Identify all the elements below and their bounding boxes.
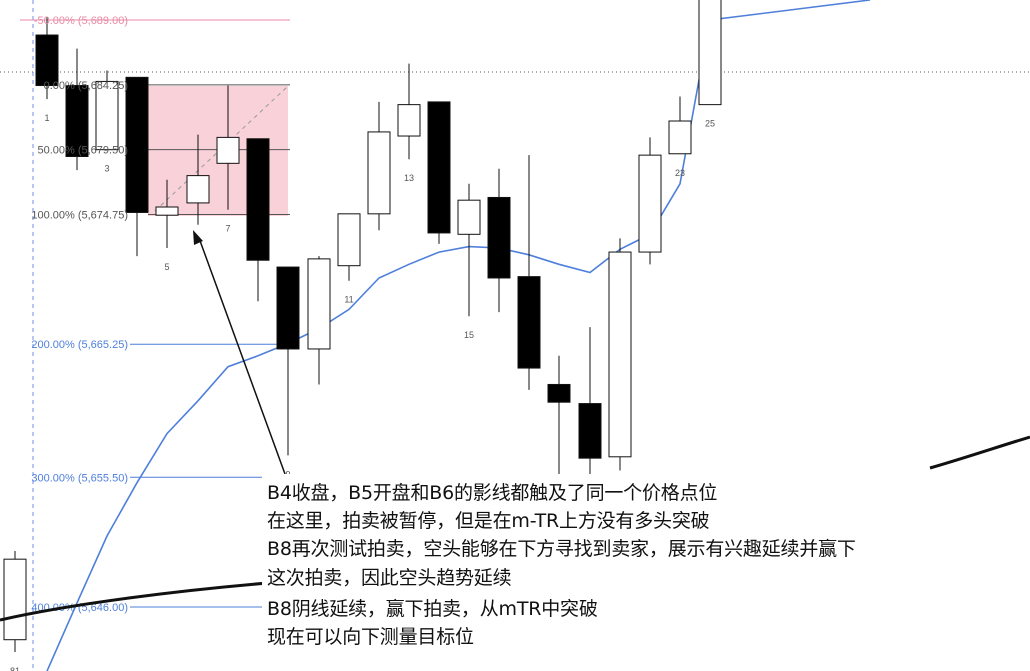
candle-23: 23 bbox=[668, 96, 692, 178]
bull-candle-body bbox=[307, 258, 331, 350]
bar-number-label: 5 bbox=[164, 262, 169, 272]
bull-candle-body bbox=[638, 154, 662, 253]
candle-1: 81 bbox=[3, 550, 27, 671]
bar-number-label: 15 bbox=[464, 330, 474, 340]
bull-candle-body bbox=[216, 136, 240, 164]
annotation-line-3: B8再次测试拍卖，空头能够在下方寻找到卖家，展示有兴趣延续并赢下 bbox=[267, 538, 856, 560]
candle-15 bbox=[427, 101, 451, 244]
bull-candle-body bbox=[367, 131, 391, 215]
bar-number-label: 81 bbox=[10, 666, 20, 671]
annotation-arrowhead bbox=[193, 230, 203, 245]
bar-number-label: 13 bbox=[404, 173, 414, 183]
bull-candle-body bbox=[698, 0, 722, 106]
candle-3 bbox=[65, 48, 89, 171]
candle-2: 1 bbox=[35, 17, 59, 123]
bear-candle-body bbox=[547, 383, 571, 403]
candle-24: 25 bbox=[698, 0, 722, 129]
bull-candle-body bbox=[3, 558, 27, 641]
bull-candle-body bbox=[668, 120, 692, 155]
annotation-arrow-line bbox=[198, 237, 286, 475]
bull-candle-body bbox=[608, 251, 632, 458]
bull-candle-body bbox=[337, 213, 361, 267]
annotation-box bbox=[262, 474, 1030, 671]
candle-16: 15 bbox=[457, 183, 481, 340]
candle-10: 9 bbox=[276, 266, 300, 479]
fib-level-label: 50.00% (5,679.50) bbox=[37, 145, 128, 157]
bear-candle-body bbox=[246, 138, 270, 261]
bear-candle-body bbox=[35, 34, 59, 87]
bear-candle-body bbox=[125, 76, 149, 213]
bar-number-label: 7 bbox=[225, 224, 230, 234]
annotation-line-5: B8阴线延续，赢下拍卖，从mTR中突破 bbox=[267, 598, 598, 620]
candle-11 bbox=[307, 256, 331, 385]
candle-13 bbox=[367, 101, 391, 231]
candle-7 bbox=[186, 134, 210, 225]
bear-candle-body bbox=[65, 85, 89, 157]
bull-candle-body bbox=[186, 175, 210, 204]
annotation-line-6: 现在可以向下测量目标位 bbox=[267, 626, 474, 648]
candle-22 bbox=[638, 137, 662, 265]
candle-4: 3 bbox=[95, 70, 119, 174]
bear-candle-body bbox=[487, 196, 511, 279]
fib-level-label: -50.00% (5,689.00) bbox=[34, 15, 128, 27]
bar-number-label: 3 bbox=[104, 164, 109, 174]
candle-6: 5 bbox=[155, 179, 179, 272]
candle-17 bbox=[487, 168, 511, 313]
bull-candle-body bbox=[457, 199, 481, 235]
candle-21: 21 bbox=[608, 238, 632, 494]
annotation-line-4: 这次拍卖，因此空头趋势延续 bbox=[267, 567, 512, 589]
fib-level-label: 200.00% (5,665.25) bbox=[31, 339, 128, 351]
bar-number-label: 1 bbox=[44, 113, 49, 123]
long-term-ma-line bbox=[0, 580, 281, 622]
bear-candle-body bbox=[578, 403, 602, 459]
bear-candle-body bbox=[276, 266, 300, 350]
long-term-ma-line-right bbox=[929, 435, 1030, 470]
annotation-line-2: 在这里，拍卖被暂停，但是在m-TR上方没有多头突破 bbox=[267, 510, 710, 532]
bar-number-label: 11 bbox=[344, 295, 353, 305]
bar-number-label: 23 bbox=[675, 168, 685, 178]
candle-12: 11 bbox=[337, 213, 361, 305]
fib-level-label: 0.00% (5,684.25) bbox=[44, 80, 128, 92]
annotation-line-1: B4收盘，B5开盘和B6的影线都触及了同一个价格点位 bbox=[267, 482, 718, 504]
candle-8: 7 bbox=[216, 85, 240, 234]
candle-9 bbox=[246, 138, 270, 302]
bear-candle-body bbox=[427, 101, 451, 234]
fib-level-label: 300.00% (5,655.50) bbox=[31, 472, 128, 484]
bear-candle-body bbox=[517, 276, 541, 369]
bull-candle-body bbox=[397, 104, 421, 137]
bull-candle-body bbox=[95, 80, 119, 151]
fib-level-label: 400.00% (5,646.00) bbox=[31, 602, 128, 614]
fib-level-label: 100.00% (5,674.75) bbox=[31, 210, 128, 222]
candle-14: 13 bbox=[397, 63, 421, 183]
candle-20 bbox=[578, 327, 602, 490]
candle-5 bbox=[125, 76, 149, 257]
bull-candle-body bbox=[155, 206, 179, 216]
candle-18 bbox=[517, 155, 541, 390]
bar-number-label: 25 bbox=[705, 119, 715, 129]
